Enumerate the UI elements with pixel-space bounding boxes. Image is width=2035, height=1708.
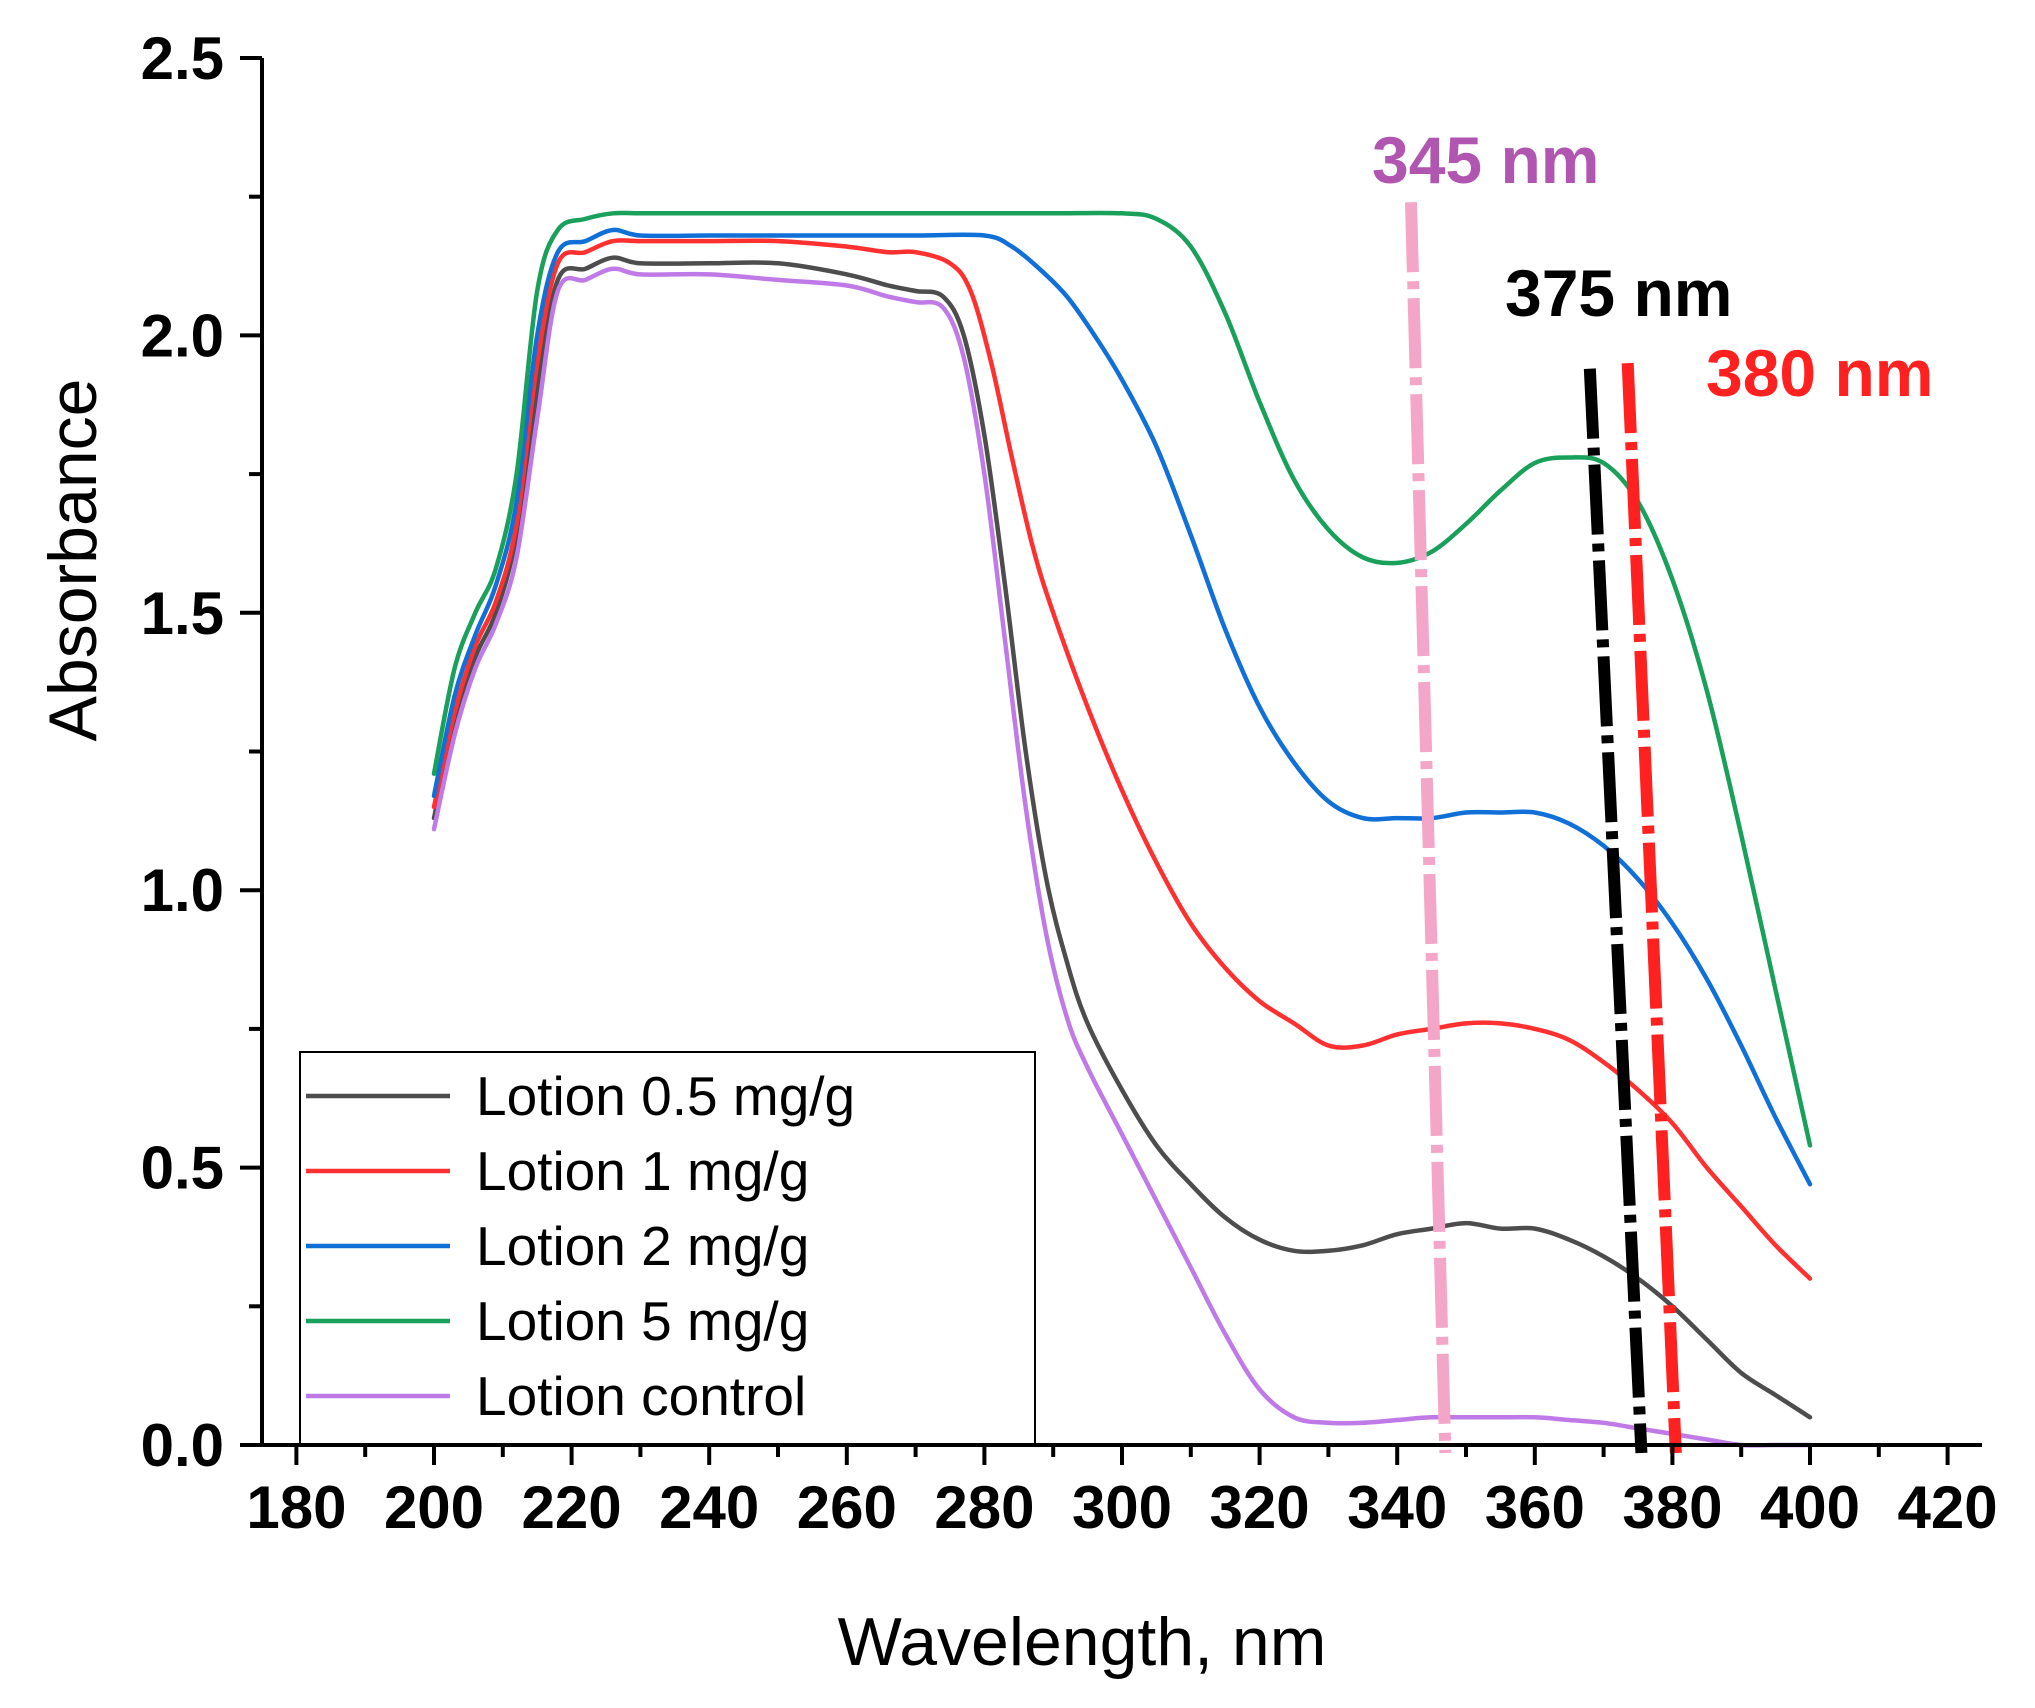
legend-label-3: Lotion 2 mg/g bbox=[476, 1215, 809, 1277]
x-tick-label: 180 bbox=[246, 1474, 346, 1541]
legend-label-5: Lotion control bbox=[476, 1365, 806, 1427]
annotation-lines bbox=[1404, 202, 1682, 1454]
annotation-label-3: 380 nm bbox=[1706, 336, 1933, 410]
y-axis-title: Absorbance bbox=[35, 379, 111, 742]
x-tick-label: 260 bbox=[797, 1474, 897, 1541]
x-tick-label: 280 bbox=[934, 1474, 1034, 1541]
axes: 180 200 220 240 260 280 300 320 340 360 380 400 420 0… bbox=[35, 25, 1998, 1680]
series-line-2 bbox=[431, 238, 1813, 1281]
plot-lines bbox=[431, 210, 1813, 1448]
legend-label-1: Lotion 0.5 mg/g bbox=[476, 1065, 855, 1127]
series-line-1 bbox=[431, 255, 1813, 1420]
series-line-3 bbox=[431, 227, 1813, 1187]
x-tick-label: 360 bbox=[1485, 1474, 1585, 1541]
annotation-line-3 bbox=[1621, 362, 1682, 1454]
annotation-label-1: 345 nm bbox=[1372, 123, 1599, 197]
x-tick-label: 300 bbox=[1072, 1474, 1172, 1541]
legend-label-4: Lotion 5 mg/g bbox=[476, 1290, 809, 1352]
y-tick-label: 0.0 bbox=[141, 1412, 224, 1479]
x-tick-label: 200 bbox=[384, 1474, 484, 1541]
x-tick-label: 220 bbox=[522, 1474, 622, 1541]
y-tick-label: 1.5 bbox=[141, 580, 224, 647]
series-line-4 bbox=[431, 210, 1813, 1148]
x-axis-title: Wavelength, nm bbox=[838, 1604, 1327, 1680]
x-tick-label: 320 bbox=[1210, 1474, 1310, 1541]
y-tick-label: 2.0 bbox=[141, 302, 224, 369]
legend: Lotion 0.5 mg/g Lotion 1 mg/g Lotion 2 mg/… bbox=[299, 1051, 1036, 1445]
x-tick-label: 420 bbox=[1898, 1474, 1998, 1541]
annotation-label-2: 375 nm bbox=[1505, 256, 1732, 330]
y-tick-label: 0.5 bbox=[141, 1135, 224, 1202]
x-tick-label: 400 bbox=[1760, 1474, 1860, 1541]
y-tick-label: 1.0 bbox=[141, 857, 224, 924]
series-line-5 bbox=[431, 266, 1813, 1448]
x-tick-label: 240 bbox=[659, 1474, 759, 1541]
y-tick-label: 2.5 bbox=[141, 25, 224, 92]
annotation-line-2 bbox=[1583, 368, 1648, 1454]
legend-label-2: Lotion 1 mg/g bbox=[476, 1140, 809, 1202]
x-tick-label: 380 bbox=[1622, 1474, 1722, 1541]
annotation-line-1 bbox=[1404, 202, 1452, 1454]
x-tick-label: 340 bbox=[1347, 1474, 1447, 1541]
